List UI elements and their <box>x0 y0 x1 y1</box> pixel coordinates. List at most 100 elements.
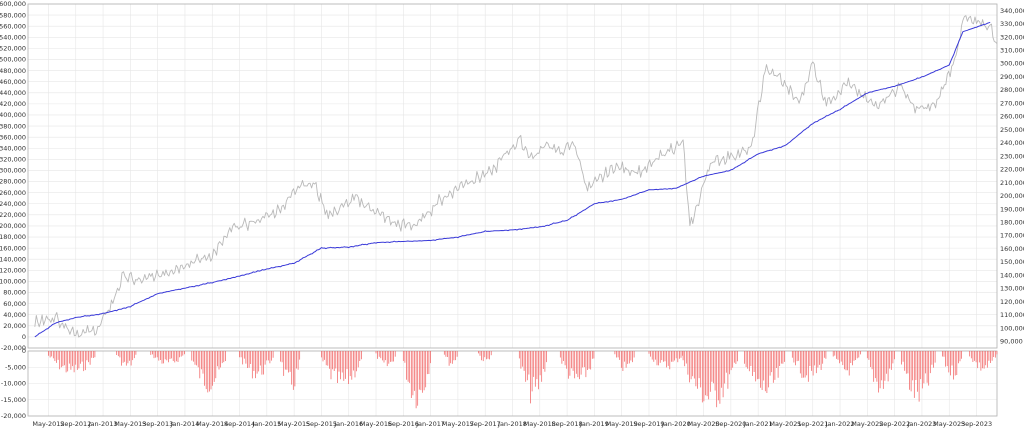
x-tick-label: May-2014 <box>196 420 228 428</box>
left-y-tick-label: 580,000 <box>0 11 26 19</box>
x-tick-label: Jan-2016 <box>333 420 363 428</box>
left-y-tick-label: 140,000 <box>0 255 26 263</box>
x-tick-label: Jan-2015 <box>251 420 281 428</box>
right-y-tick-label: 210,000 <box>1000 179 1024 187</box>
drawdown-plot-frame <box>27 350 998 417</box>
right-y-tick-label: 90,000 <box>1000 338 1023 346</box>
x-tick-label: Sep-2017 <box>470 420 501 428</box>
x-tick-label: Jan-2017 <box>415 420 445 428</box>
drawdown-y-tick-label: -5,000 <box>5 363 26 371</box>
left-y-tick-label: -20,000 <box>1 344 26 352</box>
right-y-tick-label: 320,000 <box>1000 33 1024 41</box>
x-tick-label: Sep-2014 <box>224 420 255 428</box>
left-y-tick-label: 240,000 <box>0 200 26 208</box>
right-y-tick-label: 170,000 <box>1000 232 1024 240</box>
x-tick-label: May-2016 <box>360 420 392 428</box>
right-y-tick-label: 160,000 <box>1000 245 1024 253</box>
x-tick-label: May-2023 <box>933 420 965 428</box>
main-plot-frame <box>27 3 998 349</box>
right-y-tick-label: 220,000 <box>1000 166 1024 174</box>
x-tick-label: May-2019 <box>606 420 638 428</box>
right-y-tick-label: 280,000 <box>1000 86 1024 94</box>
left-y-tick-label: 160,000 <box>0 244 26 252</box>
x-tick-label: Jan-2023 <box>906 420 936 428</box>
x-tick-label: May-2018 <box>524 420 556 428</box>
right-y-tick-label: 200,000 <box>1000 192 1024 200</box>
right-y-tick-label: 140,000 <box>1000 271 1024 279</box>
left-y-tick-label: 280,000 <box>0 178 26 186</box>
left-y-tick-label: 340,000 <box>0 144 26 152</box>
right-y-tick-label: 150,000 <box>1000 258 1024 266</box>
right-y-tick-label: 110,000 <box>1000 311 1024 319</box>
right-y-tick-label: 120,000 <box>1000 298 1024 306</box>
left-y-tick-label: 440,000 <box>0 89 26 97</box>
right-y-tick-label: 240,000 <box>1000 139 1024 147</box>
x-tick-label: May-2012 <box>32 420 64 428</box>
drawdown-y-tick-label: -20,000 <box>1 412 26 420</box>
drawdown-y-tick-label: -15,000 <box>1 396 26 404</box>
left-y-tick-label: 600,000 <box>0 0 26 8</box>
x-tick-label: Jan-2013 <box>88 420 118 428</box>
left-y-tick-label: 460,000 <box>0 78 26 86</box>
left-y-tick-label: 120,000 <box>0 267 26 275</box>
left-y-tick-label: 500,000 <box>0 56 26 64</box>
right-y-tick-label: 330,000 <box>1000 20 1024 28</box>
x-tick-label: Sep-2019 <box>633 420 664 428</box>
left-y-tick-label: 100,000 <box>0 278 26 286</box>
right-y-tick-label: 340,000 <box>1000 7 1024 15</box>
x-tick-label: May-2013 <box>114 420 146 428</box>
left-y-tick-label: 0 <box>22 333 26 341</box>
left-y-tick-label: 220,000 <box>0 211 26 219</box>
right-y-tick-label: 290,000 <box>1000 73 1024 81</box>
left-y-tick-label: 300,000 <box>0 167 26 175</box>
right-y-tick-label: 180,000 <box>1000 219 1024 227</box>
left-y-tick-label: 400,000 <box>0 111 26 119</box>
left-y-tick-label: 260,000 <box>0 189 26 197</box>
left-y-tick-label: 80,000 <box>3 289 26 297</box>
benchmark-series-line <box>34 15 998 338</box>
drawdown-y-tick-label: -10,000 <box>1 380 26 388</box>
x-tick-label: Sep-2015 <box>306 420 337 428</box>
x-tick-label: Jan-2018 <box>497 420 527 428</box>
x-tick-label: Sep-2021 <box>797 420 828 428</box>
x-tick-label: Sep-2023 <box>961 420 992 428</box>
right-y-tick-label: 300,000 <box>1000 60 1024 68</box>
x-tick-label: Jan-2022 <box>825 420 855 428</box>
x-tick-label: Sep-2022 <box>879 420 910 428</box>
x-tick-label: May-2020 <box>687 420 719 428</box>
x-tick-label: Sep-2018 <box>552 420 583 428</box>
x-tick-label: May-2017 <box>442 420 474 428</box>
left-y-tick-label: 360,000 <box>0 133 26 141</box>
left-y-tick-label: 60,000 <box>3 300 26 308</box>
x-tick-label: May-2015 <box>278 420 310 428</box>
x-tick-label: May-2021 <box>769 420 801 428</box>
x-tick-label: Jan-2021 <box>743 420 773 428</box>
x-tick-label: Jan-2019 <box>579 420 609 428</box>
left-y-tick-label: 20,000 <box>3 322 26 330</box>
left-y-tick-label: 180,000 <box>0 233 26 241</box>
left-y-tick-label: 380,000 <box>0 122 26 130</box>
equity-series-line <box>34 21 991 338</box>
left-y-tick-label: 560,000 <box>0 22 26 30</box>
x-tick-label: Jan-2014 <box>169 420 199 428</box>
x-tick-label: Sep-2012 <box>60 420 91 428</box>
x-tick-label: Sep-2013 <box>142 420 173 428</box>
left-y-tick-label: 480,000 <box>0 67 26 75</box>
left-y-tick-label: 520,000 <box>0 45 26 53</box>
right-y-tick-label: 260,000 <box>1000 113 1024 121</box>
right-y-tick-label: 270,000 <box>1000 99 1024 107</box>
left-y-tick-label: 320,000 <box>0 156 26 164</box>
left-y-tick-label: 40,000 <box>3 311 26 319</box>
x-tick-label: Sep-2016 <box>388 420 419 428</box>
right-y-tick-label: 310,000 <box>1000 47 1024 55</box>
right-y-tick-label: 100,000 <box>1000 324 1024 332</box>
x-tick-label: Sep-2020 <box>715 420 746 428</box>
left-y-tick-label: 200,000 <box>0 222 26 230</box>
right-y-tick-label: 250,000 <box>1000 126 1024 134</box>
right-y-tick-label: 130,000 <box>1000 285 1024 293</box>
x-tick-label: May-2022 <box>851 420 883 428</box>
left-y-tick-label: 420,000 <box>0 100 26 108</box>
drawdown-y-tick-label: 0 <box>22 347 26 355</box>
